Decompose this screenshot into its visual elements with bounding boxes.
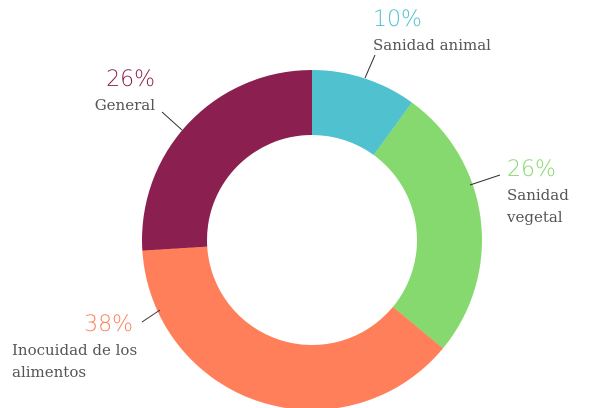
donut-slice [312,70,412,156]
category-label: General [94,96,155,114]
donut-slice [373,102,482,349]
value-label: 26% [507,157,556,182]
value-label: 10% [373,7,422,32]
donut-slice [142,246,443,408]
leader-line [469,174,501,186]
category-label: Inocuidad de los alimentos [12,341,138,381]
value-label: 26% [106,67,155,92]
donut-slice [141,70,312,251]
leader-line [364,54,376,79]
value-label: 38% [84,312,133,337]
leader-line [161,111,183,131]
category-label: Sanidad vegetal [507,186,569,226]
category-label: Sanidad animal [373,36,491,54]
leader-line [141,309,161,323]
